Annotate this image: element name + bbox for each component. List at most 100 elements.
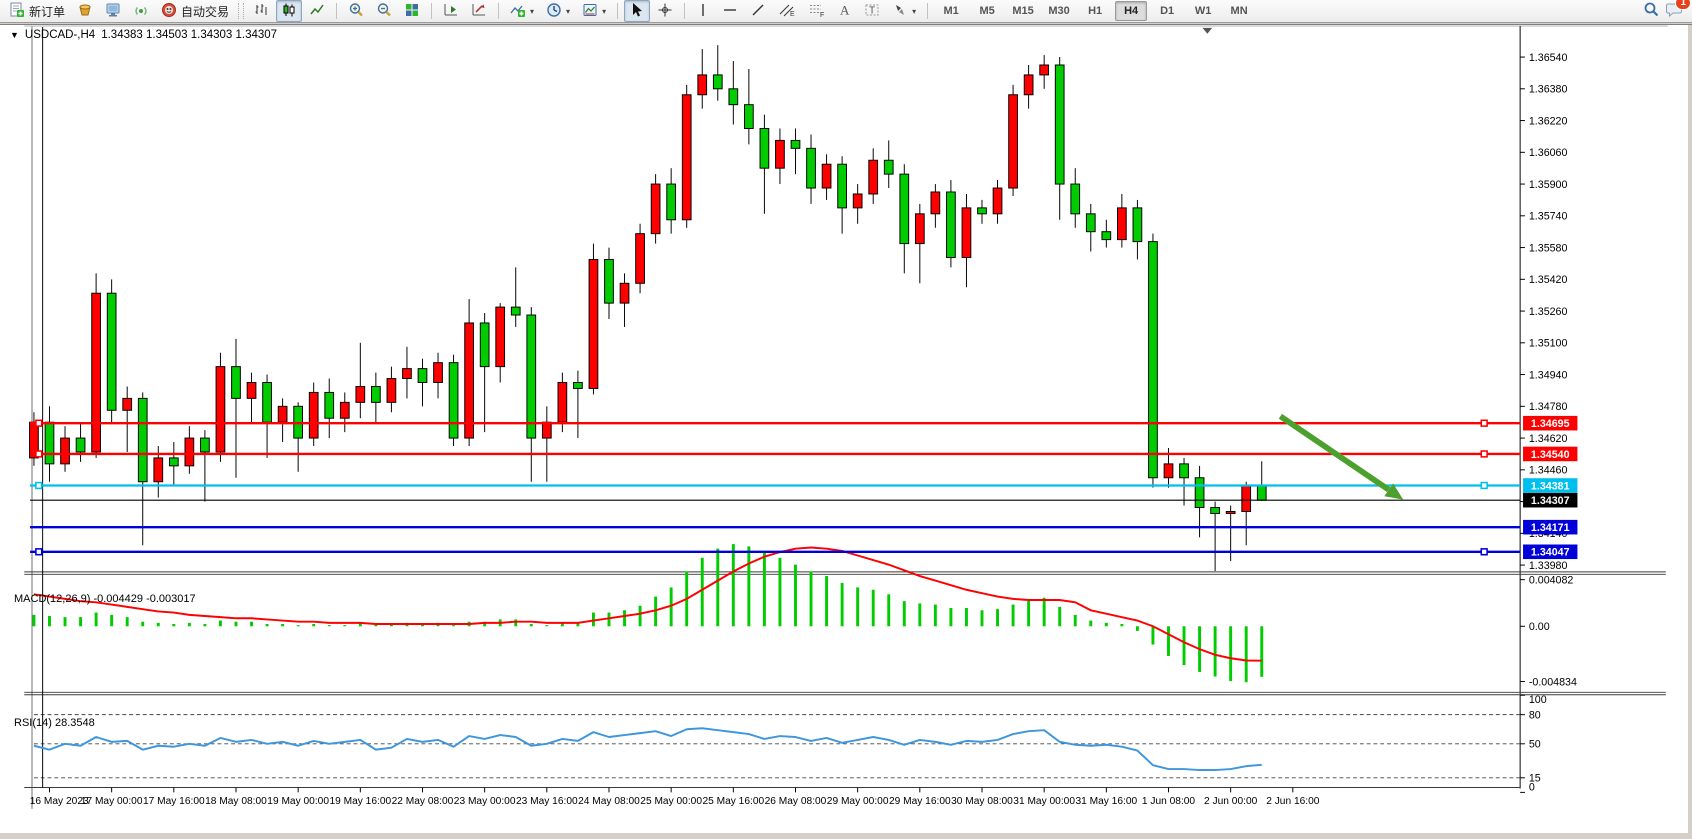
candle-bearish xyxy=(526,314,537,439)
candle-bearish xyxy=(790,139,801,149)
macd-histogram-bar xyxy=(374,623,378,627)
level-line-handle[interactable] xyxy=(35,450,43,458)
fibonacci-tool[interactable]: F xyxy=(803,0,831,22)
candle-bearish xyxy=(1101,231,1112,241)
timeframe-h4-button[interactable]: H4 xyxy=(1115,1,1148,21)
timeframe-m30-button[interactable]: M30 xyxy=(1048,5,1070,17)
channel-tool[interactable]: E xyxy=(773,0,801,22)
macd-histogram-bar xyxy=(1135,626,1139,631)
text-label-tool[interactable]: T xyxy=(859,0,885,22)
candle-bullish xyxy=(557,382,568,423)
new-order-button[interactable]: 新订单 xyxy=(4,0,70,22)
crosshair-button[interactable] xyxy=(652,0,678,22)
horizontal-line-tool[interactable] xyxy=(717,0,743,22)
one-click-trading-expander[interactable]: ▼ xyxy=(10,30,19,40)
level-line-handle[interactable] xyxy=(1480,419,1488,427)
chart-window[interactable]: 1.36540 1.36380 1.36220 1.36060 1.35900 1.357… xyxy=(0,24,1692,839)
macd-histogram-bar xyxy=(871,589,875,627)
chart-canvas[interactable]: 1.36540 1.36380 1.36220 1.36060 1.35900 1.357… xyxy=(0,25,1692,839)
timeframe-d1-button[interactable]: D1 xyxy=(1160,5,1175,17)
styler-button[interactable] xyxy=(72,0,98,22)
time-axis-tick-label: 31 May 00:00 xyxy=(1013,796,1075,807)
tile-windows-button[interactable] xyxy=(399,0,425,22)
cursor-button[interactable] xyxy=(624,0,651,22)
macd-histogram-bar xyxy=(1120,623,1124,627)
bar-chart-button[interactable] xyxy=(248,0,274,22)
trendline-tool[interactable] xyxy=(745,0,771,22)
macd-histogram-bar xyxy=(514,619,518,627)
fibonacci-icon: F xyxy=(808,2,826,21)
indicators-button[interactable]: ▾ xyxy=(505,0,539,22)
candle-bearish xyxy=(899,173,910,245)
line-chart-button[interactable] xyxy=(304,0,330,22)
search-icon[interactable] xyxy=(1643,1,1660,21)
candle-bullish xyxy=(153,457,164,483)
level-line-handle[interactable] xyxy=(1480,450,1488,458)
timeframe-m1-button[interactable]: M1 xyxy=(943,5,959,17)
periods-button[interactable]: ▾ xyxy=(541,0,575,22)
notifications-icon[interactable]: 1 xyxy=(1666,0,1691,21)
macd-histogram-bar xyxy=(63,617,67,627)
candle-bearish xyxy=(44,421,55,465)
price-level-chip xyxy=(1523,519,1578,535)
macd-histogram-bar xyxy=(250,621,253,627)
timeframe-w1-button[interactable]: W1 xyxy=(1194,5,1212,17)
macd-histogram-bar xyxy=(731,544,735,627)
vertical-line-tool[interactable] xyxy=(691,0,715,22)
tile-windows-icon xyxy=(404,2,420,21)
candle-bearish xyxy=(510,306,521,316)
timeframe-h1-button[interactable]: H1 xyxy=(1088,5,1103,17)
trend-arrow[interactable] xyxy=(1278,413,1391,493)
candle-bearish xyxy=(728,88,739,106)
templates-button[interactable]: ▾ xyxy=(577,0,611,22)
zoom-in-button[interactable] xyxy=(343,0,369,22)
candlestick-chart-button[interactable] xyxy=(276,0,303,22)
macd-histogram-bar xyxy=(1229,626,1233,682)
chart-shift-marker[interactable] xyxy=(1202,27,1213,34)
level-line-handle[interactable] xyxy=(35,548,43,556)
candle-bearish xyxy=(573,382,583,389)
level-line-handle[interactable] xyxy=(35,481,43,490)
zoom-out-button[interactable] xyxy=(371,0,397,22)
text-tool[interactable]: A xyxy=(833,0,857,22)
level-line-handle[interactable] xyxy=(1480,548,1488,556)
rsi-line xyxy=(33,727,1262,772)
candle-bearish xyxy=(1194,477,1205,509)
template-icon xyxy=(582,2,598,21)
macd-histogram-bar xyxy=(1011,604,1015,627)
macd-axis-tick-label: -0.004834 xyxy=(1529,676,1577,688)
price-level-chip-label: 1.34381 xyxy=(1531,480,1570,492)
macd-histogram-bar xyxy=(1182,626,1186,666)
bucket-icon xyxy=(77,2,93,21)
vertical-line-icon xyxy=(696,2,710,21)
price-level-chip xyxy=(1523,544,1578,560)
candle-bullish xyxy=(868,159,879,195)
level-line-handle[interactable] xyxy=(35,419,43,427)
macd-histogram-bar xyxy=(949,608,953,627)
signals-button[interactable] xyxy=(128,0,154,22)
macd-histogram-bar xyxy=(1167,626,1170,656)
timeframe-m15-button[interactable]: M15 xyxy=(1012,5,1034,17)
timeframe-mn-button[interactable]: MN xyxy=(1230,5,1248,17)
candle-bearish xyxy=(1256,484,1267,501)
arrows-tool[interactable]: ▾ xyxy=(887,0,921,22)
terminal-button[interactable] xyxy=(100,0,126,22)
price-level-chip-label: 1.34695 xyxy=(1531,418,1570,430)
candle-bearish xyxy=(1054,64,1065,185)
candle-bullish xyxy=(308,391,319,439)
level-line-handle[interactable] xyxy=(1480,481,1488,490)
candlestick-chart-icon xyxy=(281,2,297,21)
main-toolbar: 新订单 自动交易 xyxy=(0,0,1692,23)
macd-histogram-bar xyxy=(48,615,51,627)
trend-arrow-head[interactable] xyxy=(1384,483,1404,500)
autotrading-button[interactable]: 自动交易 xyxy=(156,0,234,22)
timeframe-m5-button[interactable]: M5 xyxy=(979,5,995,17)
candle-bullish xyxy=(1117,207,1127,241)
candle-bullish xyxy=(355,385,366,403)
price-axis-tick-label: 1.34460 xyxy=(1529,465,1568,477)
candle-bearish xyxy=(168,457,179,467)
candle-bearish xyxy=(837,163,847,209)
chart-shift-button[interactable] xyxy=(466,0,492,22)
auto-scroll-button[interactable] xyxy=(438,0,464,22)
candle-bearish xyxy=(1070,183,1081,215)
